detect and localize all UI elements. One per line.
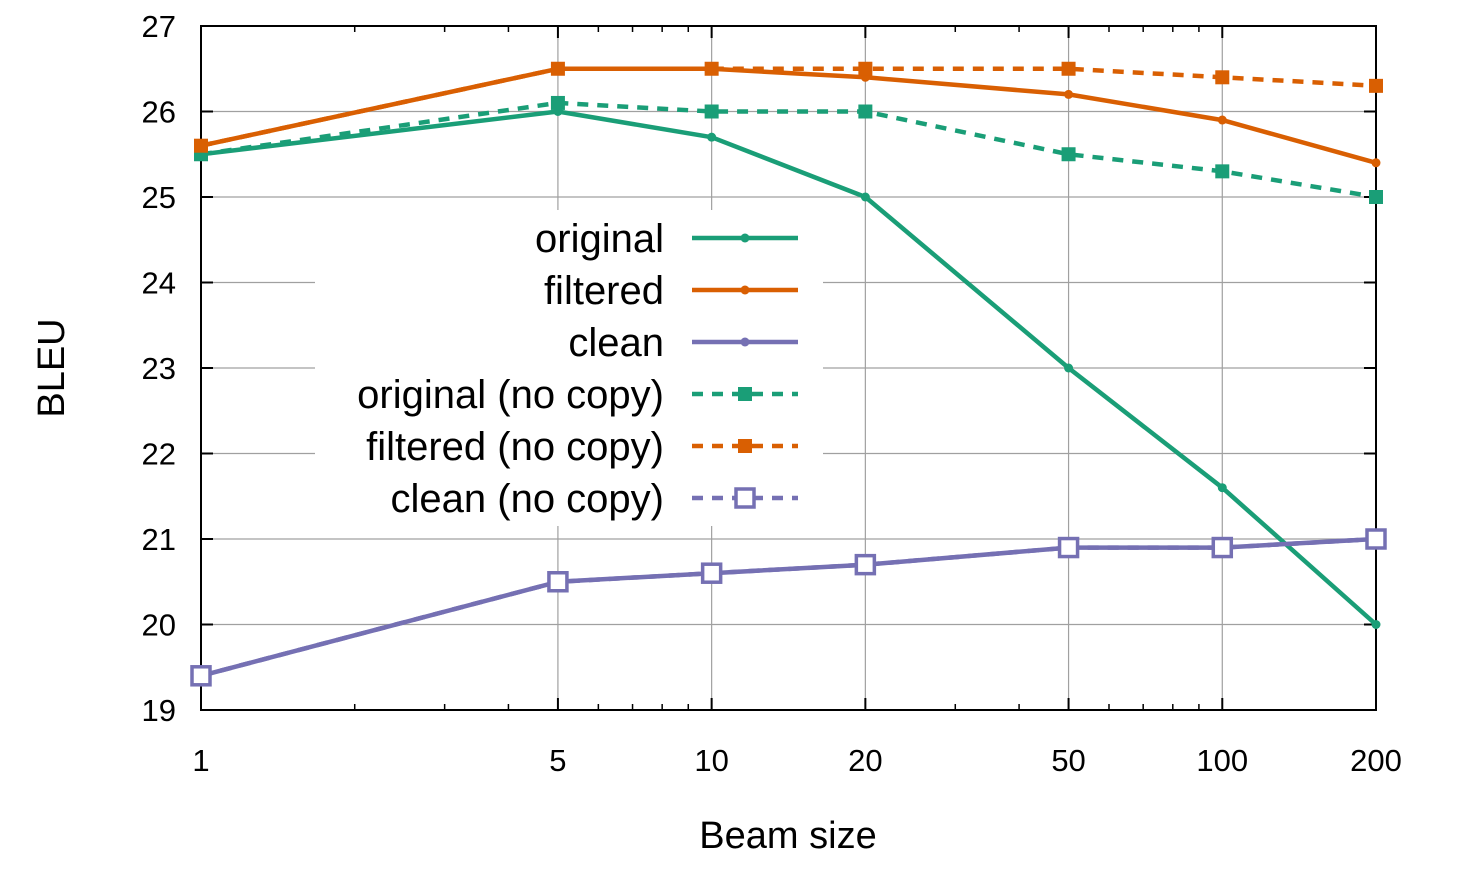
legend-swatch-marker xyxy=(740,337,750,347)
legend-swatch-marker xyxy=(738,439,752,453)
data-point-clean-no-copy xyxy=(547,571,569,593)
data-point-filtered-no-copy xyxy=(550,61,565,76)
y-axis-title: BLEU xyxy=(31,318,73,417)
y-tick-label: 23 xyxy=(142,351,176,386)
legend-swatch-marker xyxy=(740,233,750,243)
plot-frame xyxy=(200,25,1377,711)
y-tick-label: 20 xyxy=(142,608,176,643)
legend-label: original xyxy=(535,217,664,261)
series-filtered-no-copy xyxy=(194,61,1383,153)
legend-background xyxy=(315,210,823,526)
data-point-original xyxy=(1064,363,1074,373)
data-point-filtered-no-copy xyxy=(194,138,208,153)
data-point-original-no-copy xyxy=(1369,190,1383,204)
y-tick-label: 27 xyxy=(142,9,176,44)
legend-swatch-marker xyxy=(734,487,756,509)
legend-label: clean xyxy=(568,321,664,365)
data-point-original-no-copy xyxy=(858,104,873,119)
data-point-original xyxy=(860,192,870,202)
x-tick-label: 200 xyxy=(1350,743,1402,778)
data-point-clean-no-copy xyxy=(1211,536,1234,559)
data-point-filtered-no-copy xyxy=(1215,70,1230,85)
x-tick-label: 1 xyxy=(192,743,209,778)
data-point-original xyxy=(1217,483,1227,493)
series-line-filtered xyxy=(200,66,1377,165)
legend-item-original: original xyxy=(535,217,798,261)
legend-label: original (no copy) xyxy=(357,373,664,417)
x-tick-label: 20 xyxy=(848,743,882,778)
data-point-filtered xyxy=(1371,158,1381,168)
y-tick-label: 24 xyxy=(142,266,176,301)
data-point-filtered-no-copy xyxy=(858,61,873,76)
legend-item-filtered-no-copy: filtered (no copy) xyxy=(366,425,798,469)
legend-swatch-marker xyxy=(740,285,750,295)
data-point-filtered xyxy=(1217,115,1227,125)
data-point-clean-no-copy xyxy=(1057,536,1080,559)
series-line-clean-no-copy xyxy=(200,536,1377,678)
series-filtered xyxy=(196,64,1381,168)
data-point-clean-no-copy xyxy=(190,665,212,687)
data-point-clean-no-copy xyxy=(1365,528,1387,550)
x-axis-title: Beam size xyxy=(699,815,876,857)
data-point-original xyxy=(1371,620,1381,629)
legend-swatch-marker xyxy=(738,387,752,401)
legend-item-clean: clean xyxy=(568,321,798,365)
data-point-clean-no-copy xyxy=(854,553,877,576)
y-tick-label: 21 xyxy=(142,522,176,557)
data-point-filtered-no-copy xyxy=(1369,78,1383,93)
legend-item-original-no-copy: original (no copy) xyxy=(357,373,798,417)
data-point-filtered-no-copy xyxy=(1061,61,1076,76)
legend-label: filtered (no copy) xyxy=(366,425,664,469)
data-point-original-no-copy xyxy=(704,104,719,119)
legend-item-clean-no-copy: clean (no copy) xyxy=(391,477,798,521)
y-tick-label: 19 xyxy=(142,693,176,728)
axis-ticks: 19 20 21 22 23 24 25 26 27 1 5 10 20 50 100 200 xyxy=(142,9,1402,778)
x-tick-label: 10 xyxy=(694,743,728,778)
x-tick-label: 5 xyxy=(549,743,566,778)
x-tick-label: 100 xyxy=(1196,743,1248,778)
series-clean xyxy=(196,534,1381,681)
legend-label: clean (no copy) xyxy=(391,477,664,521)
series-clean-no-copy xyxy=(190,528,1387,687)
x-tick-label: 50 xyxy=(1051,743,1085,778)
series-original-no-copy xyxy=(194,95,1383,204)
y-tick-label: 26 xyxy=(142,95,176,130)
data-point-original-no-copy xyxy=(550,95,565,110)
series xyxy=(190,61,1387,687)
data-point-filtered-no-copy xyxy=(704,61,719,76)
y-tick-label: 25 xyxy=(142,180,176,215)
data-point-original-no-copy xyxy=(1061,147,1076,162)
data-point-original-no-copy xyxy=(1215,164,1230,179)
data-point-clean-no-copy xyxy=(700,562,723,584)
legend-item-filtered: filtered xyxy=(544,269,798,313)
data-point-original xyxy=(707,132,717,142)
y-tick-label: 22 xyxy=(142,437,176,472)
series-line-clean xyxy=(200,536,1377,678)
legend: original filtered clean original (no copy) f… xyxy=(357,217,798,521)
legend-label: filtered xyxy=(544,269,664,313)
data-point-filtered xyxy=(1064,89,1074,99)
